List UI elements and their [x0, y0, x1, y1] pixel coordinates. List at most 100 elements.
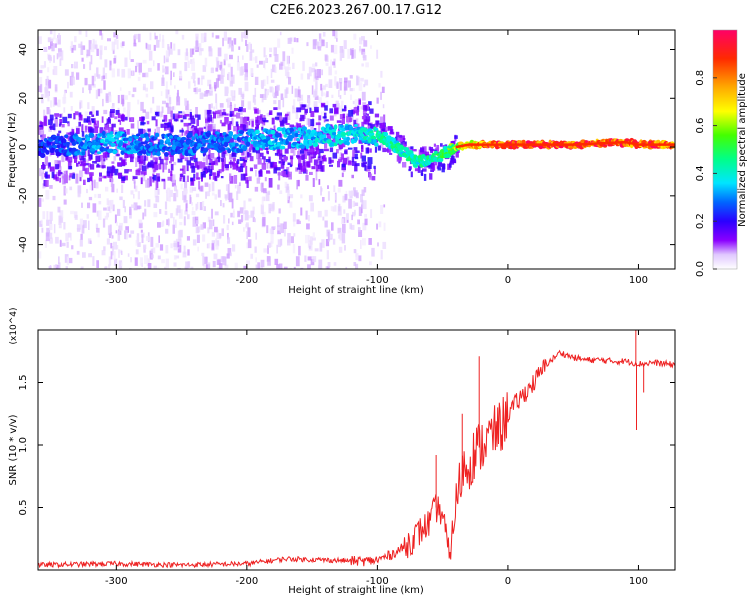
ridge-blob: [434, 150, 438, 155]
halo-speckle: [122, 144, 125, 148]
halo-speckle: [95, 110, 99, 116]
noise-speckle: [45, 190, 50, 200]
noise-speckle: [263, 188, 267, 194]
noise-speckle: [46, 75, 49, 82]
halo-speckle: [255, 119, 260, 126]
noise-speckle: [293, 233, 296, 237]
noise-speckle: [265, 55, 268, 62]
noise-speckle: [119, 222, 123, 231]
noise-speckle: [318, 179, 321, 185]
noise-speckle: [351, 174, 354, 179]
halo-speckle: [353, 153, 358, 159]
y-tick-label: 0.5: [18, 500, 29, 516]
noise-speckle: [260, 182, 263, 192]
noise-speckle: [133, 42, 137, 47]
noise-speckle: [98, 210, 102, 220]
halo-speckle: [380, 122, 385, 129]
noise-speckle: [170, 42, 173, 49]
noise-speckle: [107, 225, 112, 235]
noise-speckle: [61, 153, 65, 163]
halo-speckle: [425, 151, 430, 156]
noise-speckle: [110, 199, 114, 210]
noise-speckle: [236, 124, 239, 132]
noise-speckle: [374, 167, 376, 175]
ridge-blob: [283, 134, 288, 138]
noise-speckle: [130, 59, 134, 62]
noise-speckle: [110, 177, 114, 187]
halo-speckle: [235, 121, 239, 127]
ridge-blob: [128, 137, 133, 142]
halo-speckle: [336, 120, 342, 123]
noise-speckle: [361, 121, 365, 128]
colorbar-frame: [712, 29, 738, 270]
noise-speckle: [177, 49, 181, 56]
halo-speckle: [69, 140, 74, 146]
halo-speckle: [261, 156, 266, 160]
halo-speckle: [111, 161, 115, 164]
halo-speckle: [147, 128, 151, 132]
noise-speckle: [369, 261, 372, 266]
noise-speckle: [279, 63, 283, 70]
noise-speckle: [59, 58, 62, 66]
noise-speckle: [310, 124, 314, 135]
noise-speckle: [327, 185, 329, 189]
noise-speckle: [278, 171, 281, 181]
halo-speckle: [143, 159, 146, 165]
noise-speckle: [66, 241, 69, 248]
noise-speckle: [156, 267, 160, 269]
halo-speckle: [236, 165, 239, 171]
noise-speckle: [53, 264, 56, 269]
noise-speckle: [346, 113, 349, 118]
halo-speckle: [126, 129, 130, 135]
noise-speckle: [112, 103, 115, 109]
ridge-blob: [291, 131, 295, 137]
noise-speckle: [330, 59, 332, 69]
spectrogram-ylabel: Frequency (Hz): [7, 112, 18, 188]
halo-speckle: [188, 122, 192, 126]
noise-speckle: [318, 121, 321, 132]
halo-speckle: [341, 108, 346, 112]
halo-speckle: [451, 159, 455, 163]
noise-speckle: [195, 107, 198, 115]
noise-speckle: [156, 39, 160, 48]
noise-speckle: [208, 219, 213, 230]
halo-speckle: [39, 124, 43, 127]
noise-speckle: [113, 32, 116, 38]
halo-speckle: [141, 165, 147, 172]
halo-speckle: [119, 157, 123, 161]
noise-speckle: [162, 34, 165, 42]
halo-speckle: [352, 150, 355, 157]
noise-speckle: [267, 245, 269, 254]
halo-speckle: [259, 152, 264, 157]
colorbar-label: Normalized spectral amplitude: [737, 73, 748, 227]
noise-speckle: [229, 80, 233, 87]
halo-speckle: [45, 180, 49, 187]
halo-speckle: [179, 168, 184, 171]
noise-speckle: [209, 174, 212, 180]
noise-speckle: [318, 33, 322, 41]
noise-speckle: [49, 30, 53, 35]
noise-speckle: [245, 222, 249, 228]
noise-speckle: [383, 204, 386, 208]
noise-speckle: [60, 50, 64, 61]
noise-speckle: [206, 191, 210, 197]
noise-speckle: [46, 227, 51, 237]
halo-speckle: [319, 160, 323, 166]
noise-speckle: [58, 256, 60, 265]
noise-speckle: [87, 102, 90, 110]
halo-speckle: [177, 114, 183, 119]
noise-speckle: [279, 31, 282, 36]
noise-speckle: [138, 222, 143, 229]
halo-speckle: [320, 166, 324, 172]
halo-speckle: [355, 163, 360, 167]
noise-speckle: [339, 232, 343, 241]
noise-speckle: [56, 160, 61, 168]
noise-speckle: [322, 85, 326, 90]
noise-speckle: [185, 203, 188, 212]
noise-speckle: [222, 203, 225, 208]
noise-speckle: [62, 175, 66, 185]
noise-speckle: [171, 174, 176, 183]
noise-speckle: [241, 215, 243, 223]
noise-speckle: [76, 224, 81, 230]
halo-speckle: [324, 105, 328, 111]
